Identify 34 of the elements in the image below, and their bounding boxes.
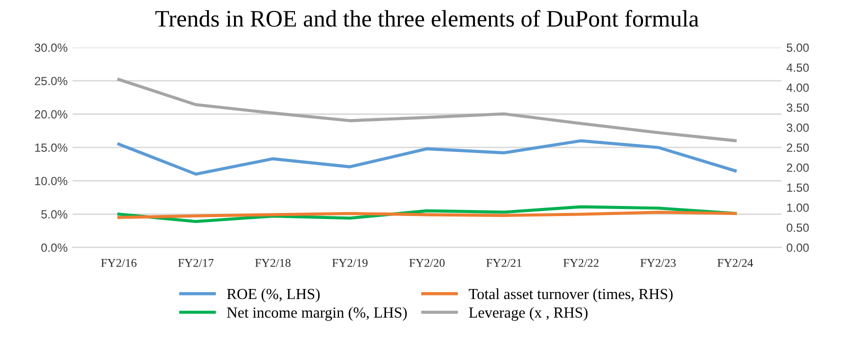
y2-tick-label: 5.00 [786, 43, 809, 52]
y-tick-label: 30.0% [34, 43, 68, 52]
y2-tick-label: 4.00 [786, 83, 809, 92]
y-tick-label: 10.0% [35, 176, 68, 186]
x-tick-label: FY2/17 [178, 258, 214, 267]
x-tick-label: FY2/18 [255, 258, 290, 267]
x-tick-label: FY2/16 [101, 258, 137, 267]
legend-label: Total asset turnover (times, RHS) [468, 288, 673, 302]
y2-tick-label: 2.50 [786, 144, 809, 152]
y2-tick-label: 4.50 [786, 63, 809, 72]
y2-tick-label: 2.00 [786, 164, 809, 172]
x-tick-label: FY2/20 [409, 258, 445, 267]
x-tick-label: FY2/24 [717, 258, 754, 267]
y2-tick-label: 3.00 [786, 124, 809, 132]
y2-tick-label: 1.50 [787, 184, 809, 192]
y2-tick-label: 0.50 [786, 224, 809, 232]
y2-tick-label: 1.00 [787, 204, 809, 212]
y2-tick-label: 0.00 [786, 244, 809, 252]
y-tick-label: 0.0% [41, 244, 68, 252]
legend-label: Net income margin (%, LHS) [226, 306, 407, 321]
x-tick-label: FY2/21 [486, 258, 522, 267]
y-tick-label: 15.0% [35, 144, 68, 152]
chart-title: Trends in ROE and the three elements of DuPont formula [155, 10, 699, 27]
y-tick-label: 5.0% [41, 210, 68, 219]
line-series [117, 78, 737, 142]
y2-tick-label: 3.50 [786, 103, 809, 112]
x-tick-label: FY2/23 [640, 258, 676, 267]
y-tick-label: 20.0% [34, 110, 68, 119]
legend-label: Leverage (x , RHS) [469, 306, 588, 321]
legend-label: ROE (%, LHS) [226, 288, 320, 302]
line-series [117, 139, 737, 176]
x-tick-label: FY2/19 [332, 258, 368, 267]
x-tick-label: FY2/22 [563, 258, 598, 267]
y-tick-label: 25.0% [34, 76, 68, 86]
